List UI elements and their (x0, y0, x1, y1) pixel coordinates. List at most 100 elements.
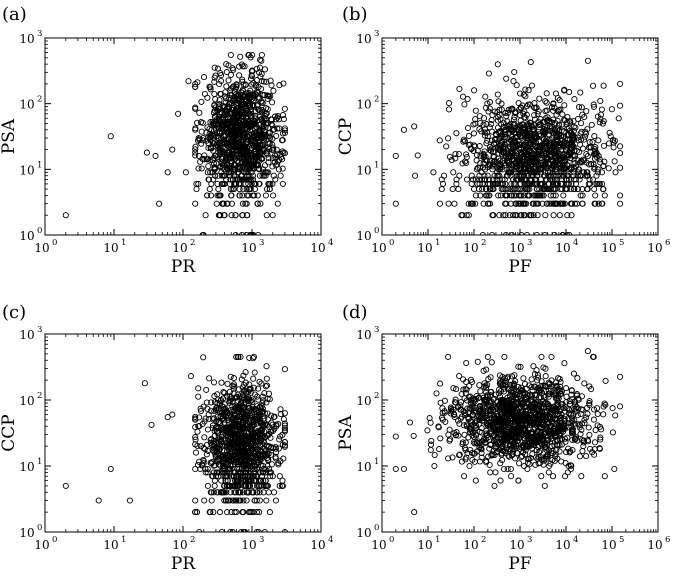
data-point (530, 136, 537, 143)
data-point (255, 162, 262, 169)
data-point (457, 399, 465, 406)
data-point (240, 445, 247, 452)
data-point (527, 165, 534, 173)
data-point (262, 383, 269, 390)
data-point (528, 82, 536, 89)
data-point (256, 430, 263, 437)
data-point (617, 102, 624, 109)
data-point (525, 101, 532, 108)
data-point (513, 415, 520, 422)
data-point (605, 140, 612, 147)
data-point (252, 477, 260, 484)
data-point (513, 391, 520, 398)
data-point (556, 212, 563, 219)
data-point (256, 172, 263, 179)
data-point (258, 70, 265, 77)
data-point (272, 176, 279, 183)
data-point (591, 406, 598, 413)
data-point (516, 415, 523, 423)
x-tick-exponent: 3 (259, 238, 264, 248)
data-point (273, 132, 280, 140)
data-point (234, 406, 241, 413)
data-point (572, 180, 580, 187)
data-point (486, 99, 494, 106)
x-tick-label: 10 (172, 538, 187, 552)
data-point (528, 404, 535, 411)
data-point (502, 186, 509, 193)
data-point (590, 416, 597, 423)
y-tick-label: 10 (356, 526, 371, 540)
data-point (248, 465, 255, 473)
data-point (244, 169, 251, 176)
data-point (252, 82, 259, 89)
data-point (235, 166, 242, 173)
data-point (228, 110, 235, 118)
data-point (221, 140, 229, 148)
data-point (224, 482, 231, 489)
data-point (550, 107, 557, 114)
data-point (563, 385, 570, 392)
data-point (229, 158, 236, 165)
data-point (227, 139, 234, 146)
data-point (600, 411, 607, 418)
data-point (234, 134, 241, 141)
data-point (436, 200, 443, 207)
data-point (556, 121, 563, 128)
data-point (584, 153, 591, 160)
data-point (536, 146, 543, 153)
data-point (578, 159, 585, 166)
data-point (242, 105, 249, 112)
data-point (537, 143, 544, 150)
data-point (228, 200, 235, 207)
data-point (549, 447, 556, 454)
data-point (270, 413, 277, 421)
data-point (230, 375, 237, 382)
data-point (221, 136, 228, 143)
data-point (272, 497, 279, 504)
data-point (553, 416, 560, 423)
data-point (266, 396, 273, 403)
data-point (511, 186, 518, 193)
data-point (525, 87, 532, 94)
data-point (531, 165, 538, 172)
data-point (581, 380, 588, 387)
data-point (141, 380, 148, 387)
y-axis-label: PSA (0, 118, 19, 154)
data-point (516, 106, 523, 113)
data-point (261, 390, 268, 397)
data-point (249, 103, 256, 110)
data-point (261, 113, 269, 120)
data-point (256, 64, 264, 71)
data-point (609, 429, 616, 436)
data-point (243, 166, 250, 173)
data-point (497, 460, 504, 467)
data-point (585, 424, 592, 431)
data-point (478, 425, 485, 432)
data-point (599, 120, 606, 127)
data-point (476, 414, 483, 421)
data-point (584, 410, 591, 417)
data-point (214, 489, 221, 496)
data-point (265, 154, 272, 161)
x-tick-exponent: 4 (573, 238, 578, 248)
data-point (472, 477, 479, 484)
data-point (220, 389, 227, 396)
data-point (513, 388, 520, 395)
data-point (231, 172, 238, 179)
data-point (549, 166, 556, 173)
data-point (252, 129, 259, 136)
data-point (500, 119, 507, 126)
data-point (516, 435, 523, 442)
y-tick-label: 10 (19, 328, 34, 342)
data-point (214, 192, 221, 199)
x-tick-exponent: 1 (121, 238, 126, 248)
data-point (258, 78, 265, 85)
data-point (524, 455, 531, 462)
data-point (411, 509, 418, 516)
data-point (255, 83, 262, 91)
data-point (221, 111, 228, 119)
data-point (565, 410, 572, 417)
data-point (520, 91, 527, 98)
data-point (591, 155, 599, 162)
data-point (517, 112, 524, 119)
